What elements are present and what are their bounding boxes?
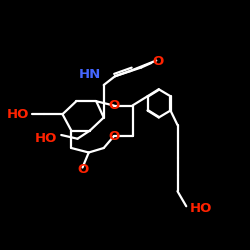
Text: O: O — [152, 55, 164, 68]
Text: O: O — [108, 130, 120, 143]
Text: O: O — [77, 163, 88, 176]
Text: O: O — [108, 99, 120, 112]
Text: HN: HN — [79, 68, 101, 82]
Text: HO: HO — [190, 202, 212, 215]
Text: HO: HO — [6, 108, 29, 121]
Text: HO: HO — [35, 132, 58, 144]
